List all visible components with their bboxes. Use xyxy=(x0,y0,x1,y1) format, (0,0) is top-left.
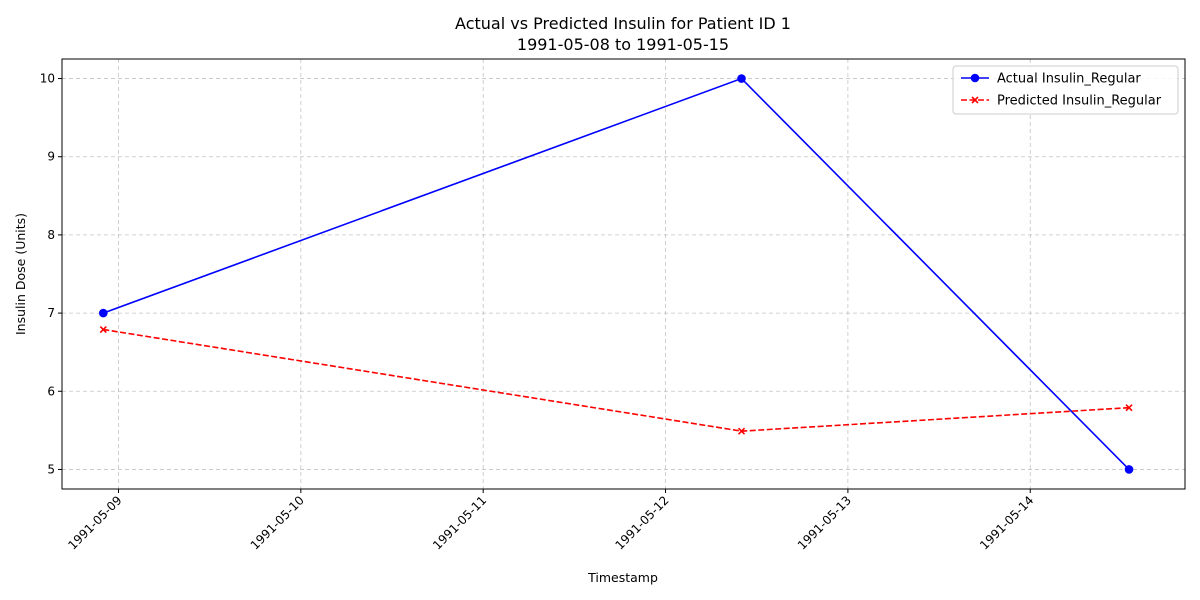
predicted-series-line xyxy=(103,328,1130,432)
y-tick-label: 7 xyxy=(47,306,55,320)
chart-title: Actual vs Predicted Insulin for Patient … xyxy=(455,14,791,33)
y-tick-label: 6 xyxy=(47,384,55,398)
actual-data-point xyxy=(1124,465,1134,474)
predicted-data-point xyxy=(1125,404,1133,412)
x-tick-label: 1991-05-09 xyxy=(65,493,124,552)
axis-ticks: 1991-05-09 1991-05-10 1991-05-11 1991-05-12… xyxy=(40,72,1037,553)
x-tick-label: 1991-05-12 xyxy=(612,493,671,552)
grid-lines xyxy=(62,59,1185,489)
x-tick-label: 1991-05-14 xyxy=(977,493,1036,552)
plot-area-frame xyxy=(61,58,1186,490)
actual-data-point xyxy=(98,308,108,318)
y-tick-label: 9 xyxy=(47,150,55,164)
x-marker-stroke xyxy=(737,427,746,435)
legend-swatch-marker xyxy=(971,96,979,104)
legend: Actual Insulin_Regular Predicted Insulin_… xyxy=(952,65,1179,115)
x-marker-stroke xyxy=(1125,404,1133,412)
legend-label: Predicted Insulin_Regular xyxy=(997,94,1162,109)
x-axis-label: Timestamp xyxy=(587,570,658,585)
series-layer xyxy=(98,74,1134,474)
x-marker-stroke xyxy=(971,96,979,104)
predicted-data-point xyxy=(99,325,107,334)
chart-subtitle: 1991-05-08 to 1991-05-15 xyxy=(517,35,729,54)
predicted-data-point xyxy=(737,427,746,435)
x-tick-label: 1991-05-11 xyxy=(430,493,489,552)
actual-data-point xyxy=(737,74,746,83)
legend-box xyxy=(952,65,1179,115)
y-axis-label: Insulin Dose (Units) xyxy=(13,213,28,335)
x-marker-stroke xyxy=(99,325,107,334)
x-tick-label: 1991-05-10 xyxy=(248,493,307,552)
y-tick-label: 10 xyxy=(40,72,55,86)
y-tick-label: 5 xyxy=(47,462,55,476)
x-tick-label: 1991-05-13 xyxy=(795,493,854,552)
legend-swatch-marker xyxy=(970,73,980,83)
y-tick-label: 8 xyxy=(47,228,55,242)
legend-label: Actual Insulin_Regular xyxy=(997,72,1141,87)
